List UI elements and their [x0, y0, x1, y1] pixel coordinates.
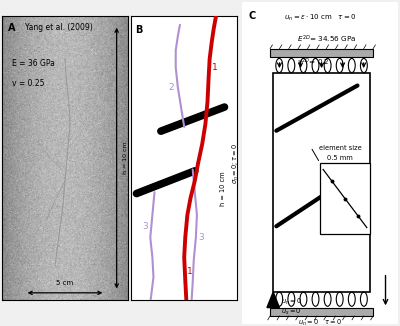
Text: E = 36 GPa: E = 36 GPa — [12, 59, 55, 68]
Text: v = 0.25: v = 0.25 — [12, 79, 44, 88]
Text: 3: 3 — [198, 233, 204, 242]
Text: Yang et al. (2009): Yang et al. (2009) — [25, 23, 92, 32]
Bar — [320, 163, 370, 234]
Text: h = 10 cm: h = 10 cm — [123, 142, 128, 174]
Bar — [270, 49, 373, 57]
Text: element size: element size — [319, 145, 362, 151]
Text: $u_s = 0$: $u_s = 0$ — [281, 307, 302, 317]
Text: $\nu^{2D}$= 0.2: $\nu^{2D}$= 0.2 — [297, 56, 329, 68]
Text: h = 10 cm: h = 10 cm — [220, 171, 226, 206]
Text: 1: 1 — [187, 267, 193, 276]
Text: A: A — [8, 23, 16, 33]
Bar — [270, 308, 373, 316]
Text: $u_n = \varepsilon \cdot 10$ cm   $\tau = 0$: $u_n = \varepsilon \cdot 10$ cm $\tau = … — [284, 13, 356, 23]
Text: 1: 1 — [212, 63, 218, 72]
Text: $u_n = 0$   $\tau = 0$: $u_n = 0$ $\tau = 0$ — [298, 318, 342, 326]
Text: C: C — [248, 11, 256, 21]
Text: 3: 3 — [142, 222, 148, 231]
Text: B: B — [136, 25, 143, 35]
Bar — [273, 73, 370, 292]
Text: 5 cm: 5 cm — [56, 280, 74, 286]
Text: 2: 2 — [168, 83, 174, 92]
Text: 0.5 mm: 0.5 mm — [328, 155, 353, 161]
Text: $E^{2D}$= 34.56 GPa: $E^{2D}$= 34.56 GPa — [297, 34, 356, 45]
Text: $u_n = 0$: $u_n = 0$ — [281, 297, 302, 307]
Polygon shape — [267, 292, 280, 308]
Text: $\sigma_n = 0; \tau = 0$: $\sigma_n = 0; \tau = 0$ — [231, 142, 241, 184]
